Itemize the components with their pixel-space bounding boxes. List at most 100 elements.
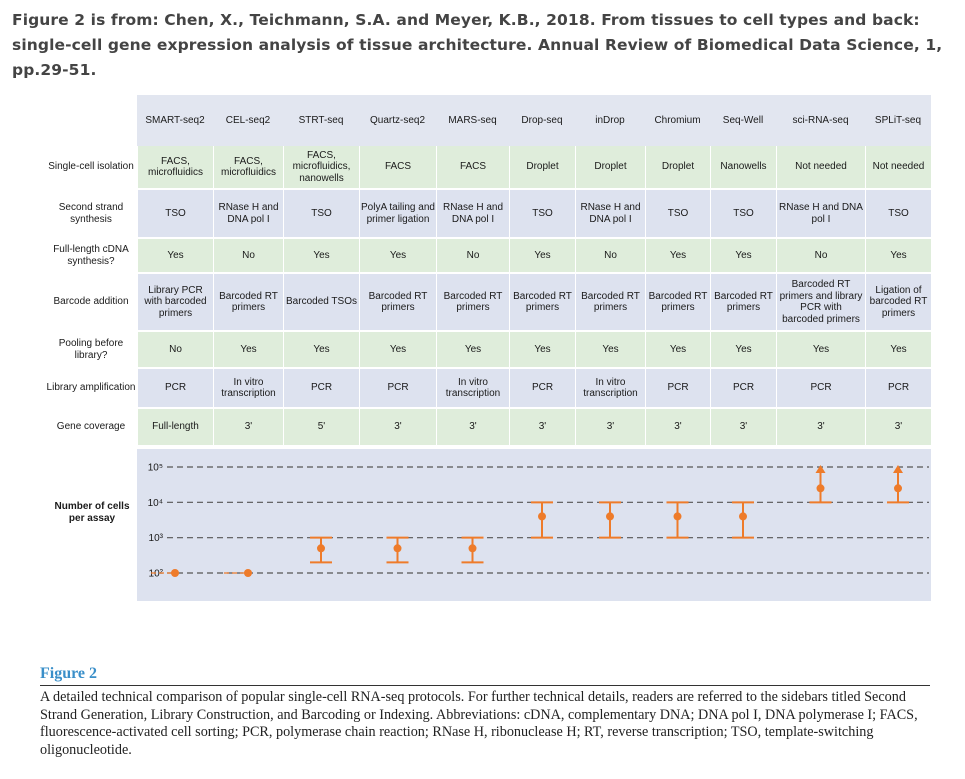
table-cell: Barcoded RT primers	[213, 274, 283, 332]
table-cell: 3'	[359, 409, 436, 447]
data-point	[673, 512, 682, 521]
table-cell: Yes	[509, 332, 575, 369]
column-header: Drop-seq	[509, 95, 575, 146]
data-point	[171, 569, 179, 577]
table-cell: TSO	[283, 190, 359, 239]
table-cell: 5'	[283, 409, 359, 447]
table-cell: Yes	[213, 332, 283, 369]
table-cell: Yes	[710, 239, 776, 274]
table-cell: Barcoded RT primers	[509, 274, 575, 332]
column-header: Chromium	[645, 95, 710, 146]
table-cell: PCR	[137, 369, 213, 409]
table-cell: Yes	[359, 332, 436, 369]
cells-per-assay-panel: 10⁵ 10⁴ 10³ 10² Number of cells per assay	[45, 447, 931, 605]
table-cell: PolyA tailing and primer ligation	[359, 190, 436, 239]
table-cell: 3'	[509, 409, 575, 447]
data-point	[538, 512, 546, 521]
table-cell: No	[436, 239, 509, 274]
table-cell: No	[575, 239, 645, 274]
caption-title: Figure 2	[40, 665, 98, 682]
table-cell: PCR	[283, 369, 359, 409]
table-cell: Barcoded RT primers	[710, 274, 776, 332]
table-cell: Yes	[645, 332, 710, 369]
table-cell: FACS	[436, 146, 509, 190]
table-cell: TSO	[509, 190, 575, 239]
table-cell: Barcoded TSOs	[283, 274, 359, 332]
row-label: Single-cell isolation	[45, 146, 137, 190]
column-header: STRT-seq	[283, 95, 359, 146]
table-cell: FACS, microfluidics, nanowells	[283, 146, 359, 190]
data-point	[739, 512, 747, 521]
table-cell: TSO	[710, 190, 776, 239]
table-cell: Droplet	[645, 146, 710, 190]
table-cell: No	[137, 332, 213, 369]
y-tick-label: 10³	[149, 533, 164, 544]
open-range-arrow	[893, 465, 903, 473]
row-label: Full-length cDNA synthesis?	[45, 239, 137, 274]
row-label: Barcode addition	[45, 274, 137, 332]
table-cell: FACS	[359, 146, 436, 190]
table-cell: Library PCR with barcoded primers	[137, 274, 213, 332]
column-header: inDrop	[575, 95, 645, 146]
table-row: Single-cell isolation FACS, microfluidics…	[45, 146, 931, 190]
table-cell: 3'	[645, 409, 710, 447]
table-cell: 3'	[710, 409, 776, 447]
table-cell: In vitro transcription	[436, 369, 509, 409]
table-cell: Yes	[710, 332, 776, 369]
table-cell: PCR	[359, 369, 436, 409]
column-header: SMART-seq2	[137, 95, 213, 146]
data-point	[393, 544, 402, 553]
row-label: Library amplification	[45, 369, 137, 409]
table-cell: Yes	[776, 332, 865, 369]
table-cell: Yes	[865, 239, 931, 274]
table-header-row: SMART-seq2 CEL-seq2 STRT-seq Quartz-seq2…	[45, 95, 931, 146]
table-cell: FACS, microfluidics	[213, 146, 283, 190]
row-label: Second strand synthesis	[45, 190, 137, 239]
table-cell: Droplet	[509, 146, 575, 190]
table-row: Library amplification PCR In vitro transcr…	[45, 369, 931, 409]
table-row: Barcode addition Library PCR with barcode…	[45, 274, 931, 332]
table-cell: Not needed	[776, 146, 865, 190]
figure-caption: Figure 2 A detailed technical comparison…	[40, 664, 930, 759]
table-cell: No	[213, 239, 283, 274]
data-point	[816, 484, 825, 493]
table-cell: Full-length	[137, 409, 213, 447]
row-label: Gene coverage	[45, 409, 137, 447]
table-cell: Yes	[137, 239, 213, 274]
table-cell: TSO	[137, 190, 213, 239]
y-tick-label: 10⁵	[148, 463, 163, 474]
table-cell: RNase H and DNA pol I	[776, 190, 865, 239]
table-cell: In vitro transcription	[213, 369, 283, 409]
table-cell: Barcoded RT primers	[359, 274, 436, 332]
table-row: Gene coverage Full-length 3' 5' 3' 3' 3' 3' 3' 3'…	[45, 409, 931, 447]
table-cell: PCR	[776, 369, 865, 409]
data-point	[606, 512, 614, 521]
table-cell: In vitro transcription	[575, 369, 645, 409]
column-header: MARS-seq	[436, 95, 509, 146]
table-cell: Yes	[509, 239, 575, 274]
table-cell: Yes	[359, 239, 436, 274]
table-cell: PCR	[865, 369, 931, 409]
column-header: Quartz-seq2	[359, 95, 436, 146]
open-range-arrow	[815, 465, 826, 473]
header-corner	[45, 95, 137, 146]
data-point	[244, 569, 252, 577]
caption-text: A detailed technical comparison of popul…	[40, 689, 918, 758]
protocol-table: SMART-seq2 CEL-seq2 STRT-seq Quartz-seq2…	[45, 95, 931, 447]
caption-rule	[40, 685, 930, 686]
table-cell: 3'	[865, 409, 931, 447]
table-cell: RNase H and DNA pol I	[575, 190, 645, 239]
table-cell: Yes	[283, 332, 359, 369]
table-cell: TSO	[645, 190, 710, 239]
column-header: SPLiT-seq	[865, 95, 931, 146]
table-cell: 3'	[776, 409, 865, 447]
table-cell: TSO	[865, 190, 931, 239]
column-header: CEL-seq2	[213, 95, 283, 146]
table-cell: Barcoded RT primers and library PCR with…	[776, 274, 865, 332]
y-tick-label: 10²	[149, 569, 164, 580]
table-cell: 3'	[436, 409, 509, 447]
table-cell: Droplet	[575, 146, 645, 190]
chart-background	[137, 449, 931, 601]
table-row: Second strand synthesis TSO RNase H and DN…	[45, 190, 931, 239]
table-cell: PCR	[645, 369, 710, 409]
